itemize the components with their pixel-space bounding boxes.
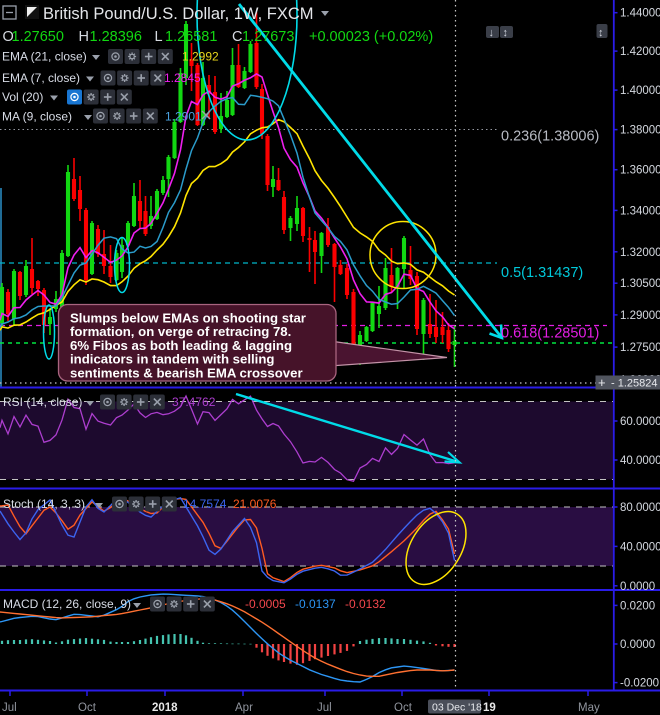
svg-text:C: C (232, 29, 242, 45)
svg-text:0.0200: 0.0200 (620, 600, 655, 612)
svg-text:Vol (20): Vol (20) (2, 90, 43, 104)
svg-text:0.236(1.38006): 0.236(1.38006) (501, 129, 599, 145)
svg-text:-0.0137: -0.0137 (295, 597, 336, 611)
svg-text:0.618(1.28501): 0.618(1.28501) (501, 326, 599, 342)
svg-text:40.0000: 40.0000 (620, 541, 660, 553)
svg-text:1.27673: 1.27673 (242, 29, 294, 45)
svg-text:6% Fibos as both leading & lag: 6% Fibos as both leading & lagging (70, 338, 292, 353)
svg-text:RSI (14, close): RSI (14, close) (3, 395, 82, 409)
svg-text:1.26581: 1.26581 (165, 29, 217, 45)
svg-text:↕: ↕ (598, 27, 604, 39)
svg-text:37.4762: 37.4762 (172, 395, 216, 409)
svg-text:-0.0200: -0.0200 (620, 678, 659, 690)
svg-text:0.0000: 0.0000 (620, 639, 655, 651)
svg-text:May: May (578, 702, 600, 714)
svg-text:indicators in tandem with sell: indicators in tandem with selling (70, 352, 274, 367)
svg-text:1.40000: 1.40000 (620, 85, 660, 97)
svg-text:-0.0132: -0.0132 (345, 597, 386, 611)
svg-text:21.0076: 21.0076 (233, 497, 277, 511)
svg-text:EMA (21, close): EMA (21, close) (2, 50, 87, 64)
svg-text:formation, on verge of retraci: formation, on verge of retracing 78. (70, 324, 291, 339)
svg-text:- 1.25824: - 1.25824 (611, 378, 657, 390)
svg-text:+: + (598, 375, 606, 390)
svg-text:2018: 2018 (152, 702, 178, 714)
svg-text:1.2845: 1.2845 (164, 71, 201, 85)
svg-text:1.2901: 1.2901 (165, 110, 202, 124)
svg-text:L: L (155, 29, 163, 45)
svg-text:14.7574: 14.7574 (183, 497, 227, 511)
svg-text:1.27500: 1.27500 (620, 342, 660, 354)
svg-text:MACD (12, 26, close, 9): MACD (12, 26, close, 9) (3, 597, 131, 611)
svg-text:1.42000: 1.42000 (620, 46, 660, 58)
svg-text:H: H (79, 29, 89, 45)
svg-text:↕: ↕ (503, 27, 509, 39)
svg-text:Oct: Oct (78, 702, 97, 714)
svg-text:19: 19 (483, 702, 496, 714)
svg-text:Apr: Apr (235, 702, 253, 714)
svg-text:British Pound/U.S. Dollar, 1W,: British Pound/U.S. Dollar, 1W, FXCM (43, 5, 314, 23)
svg-text:03 Dec '18: 03 Dec '18 (432, 702, 482, 714)
svg-text:O: O (3, 29, 14, 45)
svg-text:Slumps below EMAs on shooting: Slumps below EMAs on shooting star (70, 311, 306, 326)
svg-text:1.28396: 1.28396 (90, 29, 142, 45)
svg-text:0.0000: 0.0000 (620, 581, 655, 593)
svg-text:80.0000: 80.0000 (620, 502, 660, 514)
svg-text:1.32000: 1.32000 (620, 247, 660, 259)
svg-text:1.29000: 1.29000 (620, 310, 660, 322)
svg-text:-0.0005: -0.0005 (245, 597, 286, 611)
svg-text:1.2992: 1.2992 (182, 50, 219, 64)
svg-text:Jul: Jul (2, 702, 17, 714)
svg-text:sentiments & bearish EMA cross: sentiments & bearish EMA crossover (70, 365, 303, 380)
svg-text:↓: ↓ (489, 27, 495, 39)
svg-text:1.27650: 1.27650 (12, 29, 64, 45)
svg-text:1.34000: 1.34000 (620, 205, 660, 217)
svg-text:Stoch (14, 3, 3): Stoch (14, 3, 3) (3, 497, 85, 511)
svg-text:Jul: Jul (317, 702, 332, 714)
svg-text:1.30500: 1.30500 (620, 278, 660, 290)
svg-text:1.44000: 1.44000 (620, 8, 660, 20)
svg-text:0.5(1.31437): 0.5(1.31437) (501, 265, 583, 281)
svg-text:EMA (7, close): EMA (7, close) (2, 71, 80, 85)
svg-text:40.0000: 40.0000 (620, 455, 660, 467)
svg-text:MA (9, close): MA (9, close) (2, 110, 72, 124)
svg-text:+0.00023 (+0.02%): +0.00023 (+0.02%) (309, 29, 433, 45)
svg-text:1.38000: 1.38000 (620, 125, 660, 137)
svg-text:Oct: Oct (394, 702, 413, 714)
svg-text:60.0000: 60.0000 (620, 416, 660, 428)
svg-text:1.36000: 1.36000 (620, 165, 660, 177)
